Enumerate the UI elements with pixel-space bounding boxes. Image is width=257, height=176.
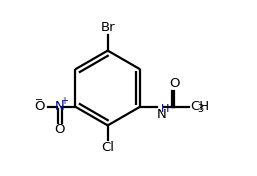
Text: O: O — [54, 123, 65, 136]
Text: O: O — [35, 100, 45, 113]
Text: −: − — [35, 95, 43, 105]
Text: H: H — [161, 104, 170, 114]
Text: 3: 3 — [197, 104, 203, 114]
Text: N: N — [157, 108, 167, 121]
Text: Cl: Cl — [101, 141, 114, 154]
Text: Br: Br — [100, 21, 115, 34]
Text: O: O — [169, 77, 180, 90]
Text: +: + — [60, 96, 68, 106]
Text: N: N — [55, 100, 65, 113]
Text: CH: CH — [190, 100, 209, 113]
